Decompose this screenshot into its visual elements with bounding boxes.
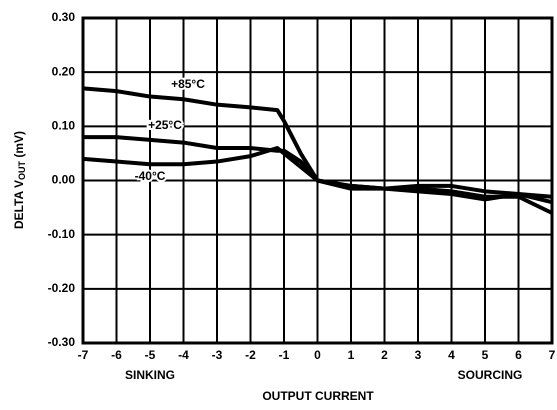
series-line [82, 146, 553, 205]
y-tick-label: 0.00 [52, 173, 76, 187]
y-tick-label: 0.10 [52, 119, 76, 133]
series-line [83, 135, 553, 199]
y-tick-label: 0.30 [52, 10, 76, 24]
x-tick-label: 1 [348, 348, 355, 362]
plot-frame [81, 16, 554, 345]
x-tick-label: 0 [314, 348, 321, 362]
y-tick-label: -0.20 [48, 281, 76, 295]
x-tick-label: 6 [515, 348, 522, 362]
annotation: SINKING [125, 368, 175, 382]
x-tick-label: 2 [381, 348, 388, 362]
x-tick-label: 7 [549, 348, 556, 362]
y-label-part: (mV) [12, 131, 26, 161]
series-label: +25°C [148, 118, 182, 132]
x-tick-label: -3 [212, 348, 223, 362]
y-label-part: DELTA V [12, 180, 26, 229]
x-tick-label: 4 [448, 348, 455, 362]
series-line [82, 86, 553, 215]
y-tick-label: -0.10 [48, 227, 76, 241]
y-label-part: OUT [17, 160, 27, 180]
x-tick-label: -5 [145, 348, 156, 362]
y-axis-label: DELTA VOUT (mV) [12, 131, 27, 229]
x-tick-label: -4 [178, 348, 189, 362]
x-tick-label: -1 [279, 348, 290, 362]
y-tick-label: 0.20 [52, 64, 76, 78]
x-tick-label: 3 [415, 348, 422, 362]
series-label: +85°C [171, 77, 205, 91]
x-axis-label: OUTPUT CURRENT [262, 389, 374, 403]
x-tick-label: -6 [111, 348, 122, 362]
annotation: SOURCING [458, 368, 523, 382]
x-tick-label: -7 [78, 348, 89, 362]
x-tick-label: -2 [245, 348, 256, 362]
x-tick-label: 5 [482, 348, 489, 362]
y-tick-label: -0.30 [48, 335, 76, 349]
series-label: -40°C [135, 169, 166, 183]
